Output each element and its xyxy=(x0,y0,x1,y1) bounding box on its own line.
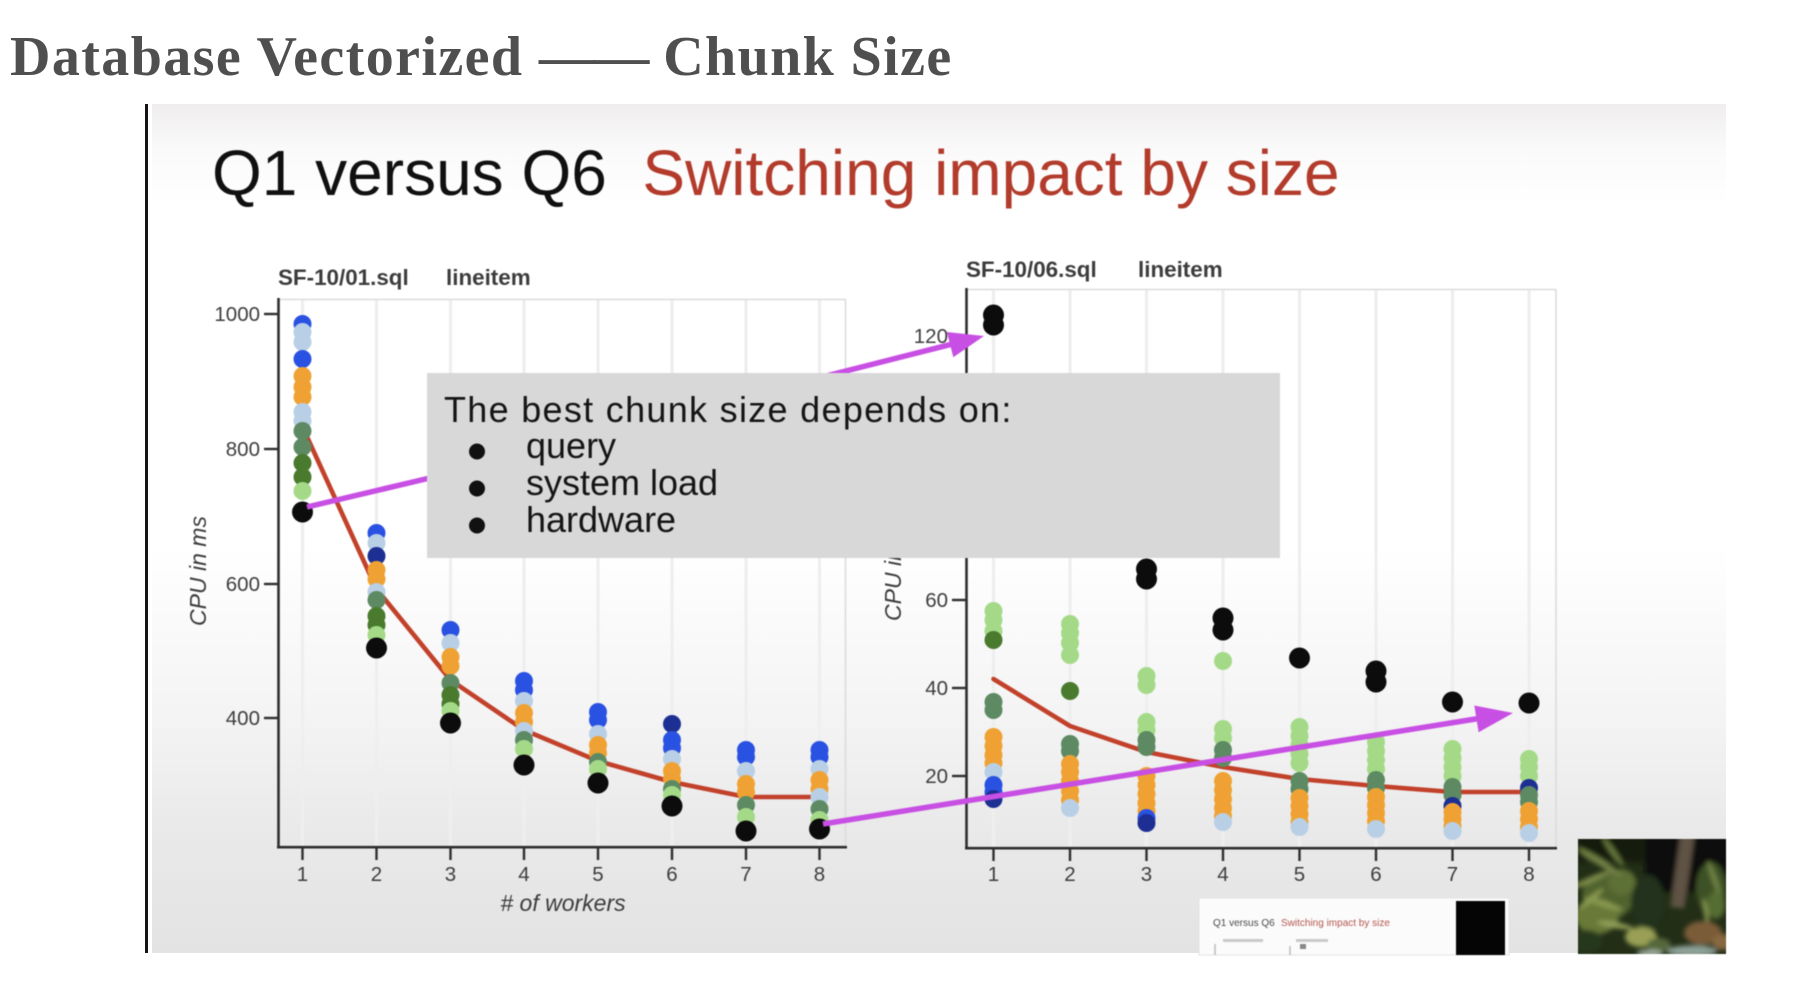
svg-text:2: 2 xyxy=(371,863,382,886)
svg-text:system load: system load xyxy=(526,462,718,503)
svg-text:lineitem: lineitem xyxy=(1138,257,1223,282)
svg-text:8: 8 xyxy=(1523,863,1534,886)
svg-text:# of workers: # of workers xyxy=(500,890,626,916)
svg-text:7: 7 xyxy=(1447,863,1458,886)
svg-text:5: 5 xyxy=(592,863,603,886)
svg-text:1: 1 xyxy=(988,863,999,886)
svg-text:CPU in ms: CPU in ms xyxy=(185,516,211,626)
svg-text:800: 800 xyxy=(226,438,260,461)
svg-text:4: 4 xyxy=(1217,863,1228,886)
svg-text:Q1 versus Q6: Q1 versus Q6 xyxy=(1213,918,1275,929)
svg-text:The best chunk size depends on: The best chunk size depends on: xyxy=(444,389,1013,430)
svg-text:lineitem: lineitem xyxy=(446,265,531,290)
svg-text:40: 40 xyxy=(925,677,948,700)
svg-text:query: query xyxy=(526,425,616,466)
svg-text:2: 2 xyxy=(1064,863,1075,886)
svg-text:1: 1 xyxy=(297,863,308,886)
svg-text:SF-10/01.sql: SF-10/01.sql xyxy=(278,265,409,290)
svg-text:1000: 1000 xyxy=(214,303,260,326)
svg-text:hardware: hardware xyxy=(526,499,676,540)
svg-text:6: 6 xyxy=(1370,863,1381,886)
svg-text:8: 8 xyxy=(814,863,825,886)
svg-text:60: 60 xyxy=(925,589,948,612)
svg-text:7: 7 xyxy=(740,863,751,886)
svg-text:20: 20 xyxy=(925,765,948,788)
svg-text:6: 6 xyxy=(666,863,677,886)
svg-text:120: 120 xyxy=(914,325,948,348)
svg-text:400: 400 xyxy=(226,707,260,730)
svg-text:3: 3 xyxy=(1141,863,1152,886)
svg-text:3: 3 xyxy=(445,863,456,886)
svg-text:600: 600 xyxy=(226,573,260,596)
svg-text:4: 4 xyxy=(518,863,529,886)
svg-text:SF-10/06.sql: SF-10/06.sql xyxy=(966,257,1097,282)
svg-text:Switching impact by size: Switching impact by size xyxy=(1281,918,1390,929)
svg-text:5: 5 xyxy=(1294,863,1305,886)
